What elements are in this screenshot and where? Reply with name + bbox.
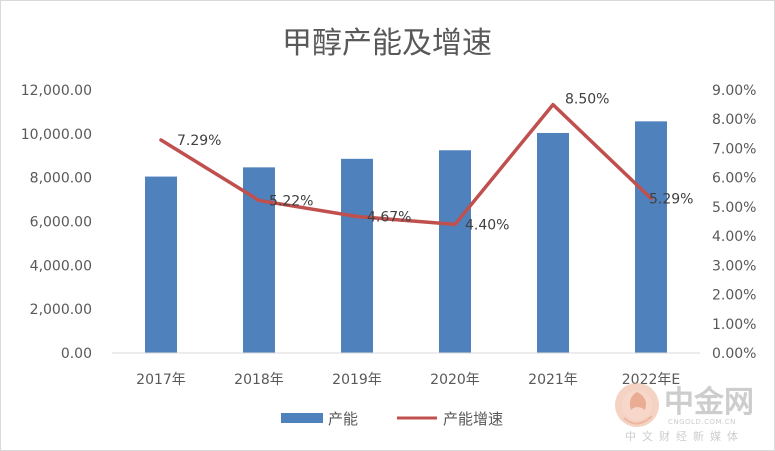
x-axis: 2017年 2018年 2019年 2020年 2021年 2022年E [136,372,680,388]
right-y-axis: 0.00% 1.00% 2.00% 3.00% 4.00% 5.00% 6.00% 7.00%… [712,83,756,362]
left-axis-tick-label: 6,000.00 [30,215,92,231]
watermark-brand: 中金网 [664,385,754,420]
watermark-tagline: 中文财经新媒体 [625,429,744,443]
watermark: 中金网 CNGOLD.COM.CN 中文财经新媒体 [615,383,754,443]
left-axis-tick-label: 10,000.00 [21,127,92,143]
right-axis-tick-label: 8.00% [712,112,756,128]
x-axis-tick-label: 2022年E [622,372,680,388]
legend-label-capacity: 产能 [328,410,358,428]
growth-rate-data-label: 4.40% [465,217,509,233]
bar-capacity-2021年 [537,132,569,353]
growth-rate-data-label: 7.29% [177,133,221,149]
legend-swatch-capacity [281,413,323,423]
x-axis-tick-label: 2020年 [430,372,480,388]
right-axis-tick-label: 6.00% [712,171,756,187]
bar-capacity-2018年 [243,167,275,353]
left-axis-tick-label: 0.00 [61,346,92,362]
watermark-domain: CNGOLD.COM.CN [668,418,736,426]
bar-capacity-2022年E [635,121,667,353]
right-axis-tick-label: 4.00% [712,229,756,245]
left-axis-tick-label: 2,000.00 [30,302,92,318]
growth-rate-line [159,102,653,227]
bar-capacity-2019年 [341,158,373,353]
growth-rate-data-label: 8.50% [565,92,609,108]
left-axis-tick-label: 8,000.00 [30,171,92,187]
line-series [159,102,653,227]
chart-title: 甲醇产能及增速 [282,26,492,61]
x-axis-tick-label: 2017年 [136,372,186,388]
right-axis-tick-label: 3.00% [712,258,756,274]
legend: 产能 产能增速 [281,410,503,428]
right-axis-tick-label: 7.00% [712,141,756,157]
left-axis-tick-label: 4,000.00 [30,258,92,274]
legend-label-growth: 产能增速 [443,410,503,428]
growth-rate-data-label: 5.29% [649,191,693,207]
x-axis-tick-label: 2021年 [528,372,578,388]
cngold-logo-icon [615,383,659,427]
bar-capacity-2020年 [439,150,471,353]
right-axis-tick-label: 1.00% [712,317,756,333]
data-labels: 7.29% 5.22% 4.67% 4.40% 8.50% 5.29% [177,92,693,234]
bar-series [145,121,667,353]
bar-capacity-2017年 [145,176,177,353]
right-axis-tick-label: 2.00% [712,288,756,304]
right-axis-tick-label: 0.00% [712,346,756,362]
growth-rate-data-label: 4.67% [367,210,411,226]
right-axis-tick-label: 5.00% [712,200,756,216]
left-y-axis: 0.00 2,000.00 4,000.00 6,000.00 8,000.00 10,0… [21,83,92,362]
right-axis-tick-label: 9.00% [712,83,756,99]
left-axis-tick-label: 12,000.00 [21,83,92,99]
growth-rate-data-label: 5.22% [269,193,313,209]
x-axis-tick-label: 2019年 [332,372,382,388]
x-axis-tick-label: 2018年 [234,372,284,388]
